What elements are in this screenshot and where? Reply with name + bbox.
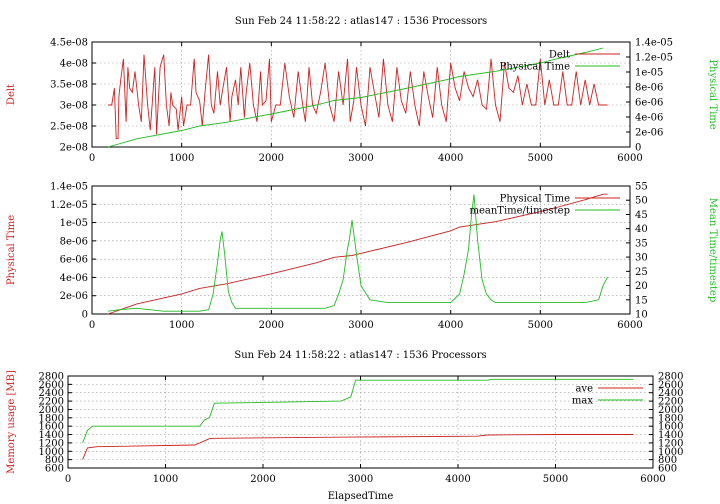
legend-label: max (572, 396, 593, 407)
series-line-ave (83, 435, 634, 460)
y2-tick-label: 1.4e-05 (635, 38, 673, 49)
y2-tick-label: 55 (635, 182, 648, 193)
y2-tick-label: 6e-06 (635, 98, 663, 109)
x-tick-label: 5000 (528, 153, 553, 164)
x-tick-label: 0 (89, 153, 95, 164)
y2-tick-label: 45 (635, 210, 648, 221)
y-tick-label: 4e-06 (60, 273, 88, 284)
y2-tick-label: 4e-06 (635, 113, 663, 124)
legend-label: Delt (549, 50, 570, 61)
y2-tick-label: 35 (635, 238, 648, 249)
legend-label: Physical Time (500, 62, 570, 73)
y2-tick-label: 50 (635, 196, 648, 207)
y2-tick-label: 0 (635, 143, 641, 154)
y2-tick-label: 10 (635, 310, 648, 321)
x-tick-label: 4000 (438, 320, 463, 331)
y-tick-label: 2e-06 (60, 291, 88, 302)
x-tick-label: 5000 (543, 474, 568, 485)
chart-title: Sun Feb 24 11:58:22 : atlas147 : 1536 Pr… (235, 16, 487, 27)
x-tick-label: 5000 (528, 320, 553, 331)
x-tick-label: 1000 (169, 320, 194, 331)
y-tick-label: 4.5e-08 (50, 38, 88, 49)
y-axis-label: Delt (6, 84, 17, 105)
y2-tick-label: 2800 (658, 372, 683, 383)
y-tick-label: 1e-05 (60, 218, 88, 229)
y-tick-label: 6e-06 (60, 255, 88, 266)
y-tick-label: 1.2e-05 (50, 200, 88, 211)
x-tick-label: 2000 (250, 474, 275, 485)
x-tick-label: 2000 (259, 153, 284, 164)
legend-label: meanTime/timestep (469, 206, 570, 217)
chart-title: Sun Feb 24 11:58:22 : atlas147 : 1536 Pr… (234, 350, 486, 361)
y2-tick-label: 15 (635, 295, 648, 306)
y2-tick-label: 8e-06 (635, 83, 663, 94)
legend-label: Physical Time (500, 194, 570, 205)
y2-axis-label: Mean Time/timestep (707, 198, 718, 302)
x-axis-label: ElapsedTime (328, 491, 394, 502)
y-tick-label: 2800 (39, 372, 64, 383)
legend-label: ave (575, 384, 593, 395)
y-tick-label: 3.5e-08 (50, 80, 88, 91)
y2-tick-label: 20 (635, 281, 648, 292)
x-tick-label: 3000 (348, 474, 373, 485)
y2-tick-label: 30 (635, 253, 648, 264)
y-tick-label: 8e-06 (60, 236, 88, 247)
y-tick-label: 2.5e-08 (50, 122, 88, 133)
x-tick-label: 4000 (445, 474, 470, 485)
x-tick-label: 0 (89, 320, 95, 331)
y-tick-label: 1.4e-05 (50, 182, 88, 193)
y2-axis-label: Physical Time (707, 59, 718, 129)
y2-tick-label: 25 (635, 267, 648, 278)
y2-tick-label: 1.2e-05 (635, 53, 673, 64)
x-tick-label: 1000 (169, 153, 194, 164)
x-tick-label: 0 (65, 474, 71, 485)
x-tick-label: 6000 (640, 474, 665, 485)
chart-3: 0 1000 2000 3000 4000 5000 6000600800100012001… (6, 350, 683, 502)
x-tick-label: 4000 (438, 153, 463, 164)
chart-1: 0 1000 2000 3000 4000 5000 6000 2e-08 2.5e-08 3e-… (6, 16, 718, 164)
y-tick-label: 3e-08 (60, 101, 88, 112)
y-axis-label: Physical Time (6, 215, 17, 285)
y2-tick-label: 1e-05 (635, 68, 663, 79)
y-axis-label: Memory usage [MB] (6, 370, 17, 474)
chart-2: 0 1000 2000 3000 4000 5000 6000 0 2e-06 4e-06 6e-0… (6, 182, 718, 332)
y2-tick-label: 40 (635, 224, 648, 235)
x-tick-label: 6000 (617, 320, 642, 331)
x-tick-label: 6000 (617, 153, 642, 164)
y-tick-label: 4e-08 (60, 59, 88, 70)
x-tick-label: 1000 (153, 474, 178, 485)
y2-tick-label: 2e-06 (635, 128, 663, 139)
plot-frame (68, 376, 653, 468)
y-tick-label: 2e-08 (60, 143, 88, 154)
y-tick-label: 0 (82, 310, 88, 321)
x-tick-label: 3000 (348, 320, 373, 331)
figure: 0 1000 2000 3000 4000 5000 60002e-082.5e-083e-… (0, 0, 720, 504)
x-tick-label: 2000 (259, 320, 284, 331)
x-tick-label: 3000 (348, 153, 373, 164)
